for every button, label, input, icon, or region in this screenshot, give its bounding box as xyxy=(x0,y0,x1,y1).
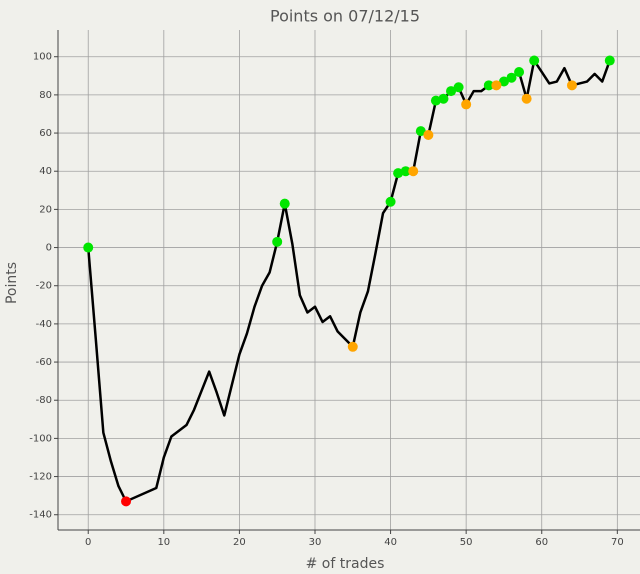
point xyxy=(498,76,509,87)
point xyxy=(347,341,358,352)
point xyxy=(385,196,396,207)
y-tick-label: 100 xyxy=(33,52,52,63)
y-tick-label: -120 xyxy=(29,472,52,483)
x-axis-label: # of trades xyxy=(306,556,385,572)
point xyxy=(446,86,457,97)
x-tick-label: 70 xyxy=(611,537,624,548)
point xyxy=(438,93,449,104)
y-tick-label: -20 xyxy=(36,281,52,292)
point xyxy=(279,198,290,209)
x-tick-label: 60 xyxy=(535,537,548,548)
point xyxy=(415,126,426,137)
x-tick-label: 20 xyxy=(233,537,246,548)
point xyxy=(566,80,577,91)
y-tick-label: 80 xyxy=(39,90,52,101)
point xyxy=(604,55,615,66)
point xyxy=(491,80,502,91)
point xyxy=(461,99,472,110)
point xyxy=(506,72,517,83)
y-axis-label: Points xyxy=(4,262,20,304)
point xyxy=(521,93,532,104)
y-tick-label: 0 xyxy=(46,243,52,254)
point xyxy=(272,236,283,247)
y-tick-label: -40 xyxy=(36,319,52,330)
point xyxy=(83,242,94,253)
x-tick-label: 0 xyxy=(85,537,91,548)
chart-title: Points on 07/12/15 xyxy=(270,7,420,26)
point xyxy=(483,80,494,91)
y-tick-label: -100 xyxy=(29,433,52,444)
y-tick-label: -80 xyxy=(36,395,52,406)
point xyxy=(400,166,411,177)
x-tick-label: 50 xyxy=(460,537,473,548)
x-tick-label: 30 xyxy=(309,537,322,548)
y-tick-label: -140 xyxy=(29,510,52,521)
y-tick-label: 40 xyxy=(39,166,52,177)
y-tick-label: -60 xyxy=(36,357,52,368)
y-tick-label: 20 xyxy=(39,204,52,215)
point xyxy=(408,166,419,177)
point xyxy=(121,496,132,507)
point xyxy=(430,95,441,106)
point xyxy=(453,82,464,93)
x-tick-label: 40 xyxy=(384,537,397,548)
point xyxy=(514,66,525,77)
point xyxy=(393,168,404,179)
x-tick-label: 10 xyxy=(157,537,170,548)
y-tick-label: 60 xyxy=(39,128,52,139)
point xyxy=(529,55,540,66)
point xyxy=(423,129,434,140)
